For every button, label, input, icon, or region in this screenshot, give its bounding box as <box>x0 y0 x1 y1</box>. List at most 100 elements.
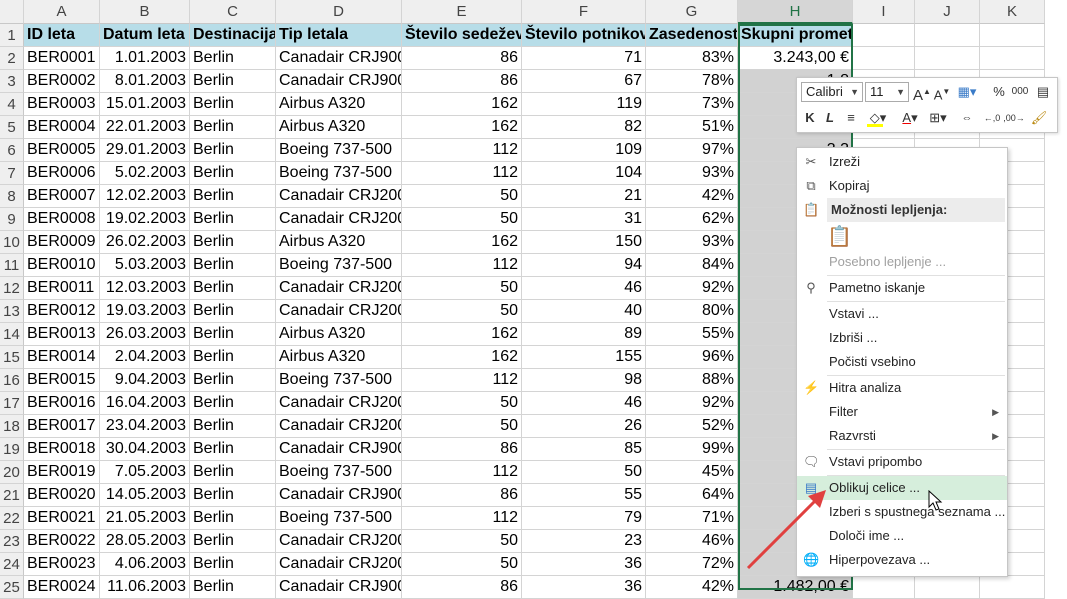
table-cell[interactable]: 1.01.2003 <box>100 47 190 70</box>
table-cell[interactable]: 12.02.2003 <box>100 185 190 208</box>
table-cell[interactable]: Boeing 737-500 <box>276 254 402 277</box>
decrease-font-icon[interactable]: A▼ <box>933 87 951 103</box>
table-cell[interactable]: 93% <box>646 162 738 185</box>
row-header[interactable]: 5 <box>0 116 24 139</box>
table-cell[interactable]: 50 <box>402 185 522 208</box>
table-cell[interactable]: 50 <box>522 461 646 484</box>
table-cell[interactable]: Berlin <box>190 231 276 254</box>
table-cell[interactable]: BER0020 <box>24 484 100 507</box>
table-cell[interactable]: 21 <box>522 185 646 208</box>
table-cell[interactable]: Berlin <box>190 530 276 553</box>
table-cell[interactable]: Berlin <box>190 70 276 93</box>
row-header[interactable]: 15 <box>0 346 24 369</box>
table-cell[interactable]: Canadair CRJ900 <box>276 438 402 461</box>
table-cell[interactable]: Canadair CRJ200 <box>276 553 402 576</box>
table-cell[interactable]: 104 <box>522 162 646 185</box>
table-cell[interactable]: Berlin <box>190 553 276 576</box>
table-cell[interactable]: Berlin <box>190 185 276 208</box>
increase-decimal-icon[interactable]: ←,0 <box>983 113 1001 123</box>
table-cell[interactable]: BER0006 <box>24 162 100 185</box>
header-cell[interactable]: Zasedenost <box>646 24 738 47</box>
table-cell[interactable]: 26.02.2003 <box>100 231 190 254</box>
table-cell[interactable]: 162 <box>402 231 522 254</box>
row-header[interactable]: 18 <box>0 415 24 438</box>
row-header[interactable]: 19 <box>0 438 24 461</box>
table-cell[interactable]: Canadair CRJ200 <box>276 415 402 438</box>
font-size-dropdown[interactable]: 11 ▼ <box>865 82 909 102</box>
menu-item-hyperlink[interactable]: 🌐 Hiperpovezava ... <box>797 548 1007 572</box>
table-cell[interactable]: 30.04.2003 <box>100 438 190 461</box>
table-cell[interactable] <box>915 47 980 70</box>
table-cell[interactable]: 99% <box>646 438 738 461</box>
row-header[interactable]: 11 <box>0 254 24 277</box>
table-cell[interactable]: Boeing 737-500 <box>276 139 402 162</box>
table-cell[interactable]: 80% <box>646 300 738 323</box>
table-cell[interactable]: 86 <box>402 484 522 507</box>
table-cell[interactable]: 4.06.2003 <box>100 553 190 576</box>
table-cell[interactable]: Canadair CRJ200 <box>276 300 402 323</box>
table-cell[interactable] <box>980 47 1045 70</box>
table-cell[interactable]: 86 <box>402 70 522 93</box>
row-header[interactable]: 1 <box>0 24 24 47</box>
table-cell[interactable]: 8.01.2003 <box>100 70 190 93</box>
row-header[interactable]: 16 <box>0 369 24 392</box>
table-cell[interactable]: 3.243,00 € <box>738 47 853 70</box>
header-cell[interactable] <box>980 24 1045 47</box>
row-header[interactable]: 22 <box>0 507 24 530</box>
table-cell[interactable]: BER0005 <box>24 139 100 162</box>
column-header-d[interactable]: D <box>276 0 402 24</box>
table-cell[interactable]: 64% <box>646 484 738 507</box>
table-cell[interactable]: 36 <box>522 553 646 576</box>
table-cell[interactable]: Berlin <box>190 208 276 231</box>
table-cell[interactable]: 98 <box>522 369 646 392</box>
table-cell[interactable]: Berlin <box>190 484 276 507</box>
percent-button[interactable]: % <box>993 84 1005 99</box>
row-header[interactable]: 23 <box>0 530 24 553</box>
table-cell[interactable]: 89 <box>522 323 646 346</box>
table-cell[interactable]: 112 <box>402 369 522 392</box>
table-cell[interactable]: BER0014 <box>24 346 100 369</box>
table-cell[interactable]: 96% <box>646 346 738 369</box>
table-cell[interactable]: Berlin <box>190 162 276 185</box>
header-cell[interactable] <box>915 24 980 47</box>
table-cell[interactable]: 93% <box>646 231 738 254</box>
table-cell[interactable]: 29.01.2003 <box>100 139 190 162</box>
table-cell[interactable]: 162 <box>402 116 522 139</box>
table-cell[interactable]: Canadair CRJ200 <box>276 185 402 208</box>
header-cell[interactable] <box>853 24 915 47</box>
table-cell[interactable]: Canadair CRJ900 <box>276 70 402 93</box>
row-header[interactable]: 21 <box>0 484 24 507</box>
table-cell[interactable]: 26 <box>522 415 646 438</box>
font-name-dropdown[interactable]: Calibri ▼ <box>801 82 863 102</box>
table-cell[interactable]: BER0022 <box>24 530 100 553</box>
row-header[interactable]: 17 <box>0 392 24 415</box>
table-cell[interactable]: BER0007 <box>24 185 100 208</box>
fill-color-icon[interactable]: ◇▾ <box>865 108 891 128</box>
table-cell[interactable]: 150 <box>522 231 646 254</box>
table-cell[interactable]: 22.01.2003 <box>100 116 190 139</box>
menu-item-filter[interactable]: Filter ▶ <box>797 400 1007 424</box>
row-header[interactable]: 9 <box>0 208 24 231</box>
menu-item-format-cells[interactable]: ▤ Oblikuj celice ... <box>797 476 1007 500</box>
italic-button[interactable]: L <box>826 110 834 125</box>
menu-item-insert-comment[interactable]: 🗨 Vstavi pripombo <box>797 450 1007 474</box>
table-cell[interactable]: 62% <box>646 208 738 231</box>
row-header[interactable]: 7 <box>0 162 24 185</box>
table-cell[interactable]: Berlin <box>190 300 276 323</box>
table-cell[interactable]: BER0009 <box>24 231 100 254</box>
table-cell[interactable]: BER0001 <box>24 47 100 70</box>
table-cell[interactable]: BER0013 <box>24 323 100 346</box>
table-cell[interactable]: Canadair CRJ200 <box>276 277 402 300</box>
table-cell[interactable]: 52% <box>646 415 738 438</box>
table-cell[interactable]: 86 <box>402 438 522 461</box>
font-color-icon[interactable]: A▾ <box>902 110 918 125</box>
table-cell[interactable]: 55 <box>522 484 646 507</box>
table-cell[interactable]: 72% <box>646 553 738 576</box>
table-cell[interactable]: Berlin <box>190 277 276 300</box>
table-cell[interactable]: BER0016 <box>24 392 100 415</box>
table-cell[interactable]: 14.05.2003 <box>100 484 190 507</box>
table-cell[interactable]: 42% <box>646 185 738 208</box>
header-cell[interactable]: ID leta <box>24 24 100 47</box>
header-cell[interactable]: Datum leta <box>100 24 190 47</box>
menu-item-delete[interactable]: Izbriši ... <box>797 326 1007 350</box>
